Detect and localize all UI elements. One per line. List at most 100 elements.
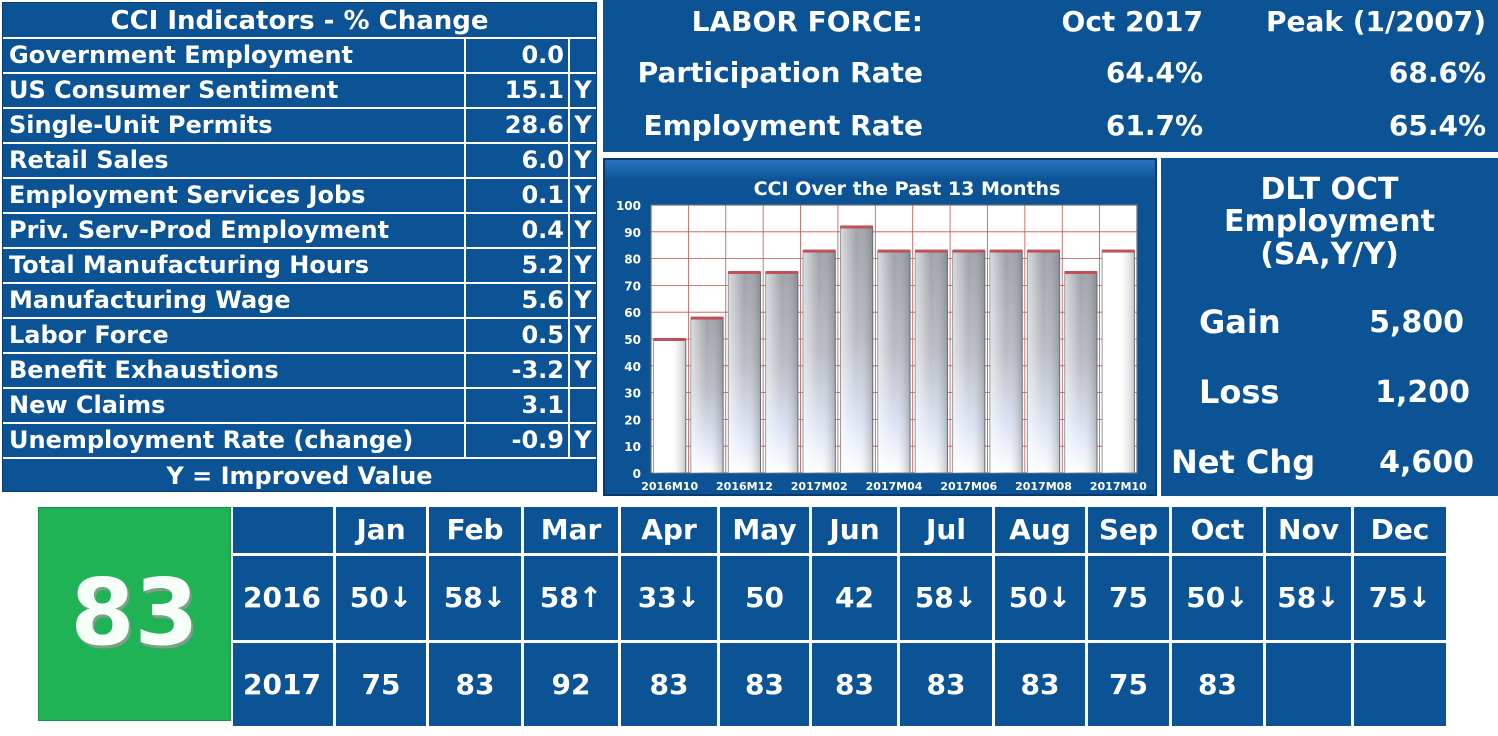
labor-force-label: Participation Rate — [637, 56, 923, 89]
labor-force-panel: LABOR FORCE: Oct 2017 Peak (1/2007) Part… — [603, 0, 1498, 152]
month-value: 75↓ — [1354, 556, 1446, 640]
month-value: 33↓ — [621, 556, 717, 640]
month-header: Jan — [336, 507, 426, 553]
indicator-improved-flag: Y — [574, 181, 592, 209]
month-header: May — [720, 507, 809, 553]
dlt-gain-label: Gain — [1199, 303, 1281, 341]
indicator-improved-flag: Y — [574, 356, 592, 384]
indicator-label: Labor Force — [3, 319, 466, 352]
indicator-row: US Consumer Sentiment 15.1 Y — [3, 74, 596, 109]
month-header: Jul — [900, 507, 992, 553]
indicator-improved-flag — [570, 389, 596, 422]
labor-force-label: Employment Rate — [643, 109, 924, 142]
cci-indicators-table: CCI Indicators - % Change Government Emp… — [2, 2, 597, 492]
month-value: 83 — [900, 643, 992, 726]
cci-bar-shade — [765, 272, 798, 473]
month-value — [1266, 643, 1351, 726]
x-tick-label: 2017M10 — [1090, 480, 1147, 493]
month-value — [1354, 643, 1446, 726]
month-value: 58↑ — [524, 556, 618, 640]
indicator-row: Government Employment 0.0 — [3, 39, 596, 74]
indicator-row: Manufacturing Wage 5.6 Y — [3, 284, 596, 319]
cci-bar-shade — [728, 272, 761, 473]
indicator-improved-flag: Y — [574, 286, 592, 314]
month-header: Nov — [1266, 507, 1351, 553]
cci-bar-shade — [1064, 272, 1097, 473]
month-value: 75 — [1088, 643, 1169, 726]
month-value: 83 — [812, 643, 897, 726]
cci-bar-cap — [840, 225, 873, 229]
indicator-row: Benefit Exhaustions -3.2 Y — [3, 354, 596, 389]
cci-score-box: 83 — [38, 507, 231, 721]
cci-bar-cap — [765, 271, 798, 274]
labor-force-col-peak: Peak (1/2007) — [1265, 5, 1486, 38]
indicator-value: 28.6 — [466, 109, 570, 142]
month-value: 58↓ — [900, 556, 992, 640]
y-tick-label: 40 — [624, 360, 641, 374]
month-value: 50↓ — [995, 556, 1085, 640]
month-value: 83 — [429, 643, 521, 726]
y-tick-label: 60 — [624, 306, 641, 320]
labor-force-current: 61.7% — [1105, 109, 1203, 142]
dlt-net-value: 4,600 — [1379, 445, 1474, 480]
indicator-improved-flag: Y — [574, 426, 592, 454]
indicator-value: 6.0 — [466, 144, 570, 177]
cci-bar-cap — [691, 316, 724, 320]
y-tick-label: 50 — [624, 333, 641, 347]
month-value: 42 — [812, 556, 897, 640]
month-header: Dec — [1354, 507, 1446, 553]
dlt-loss-value: 1,200 — [1375, 375, 1470, 410]
labor-force-peak: 65.4% — [1388, 109, 1486, 142]
month-header: Oct — [1172, 507, 1263, 553]
chart-x-ticks: 2016M10 2016M12 2017M02 2017M04 2017M06 2017M… — [641, 480, 1147, 493]
indicator-improved-flag: Y — [574, 251, 592, 279]
indicator-value: 0.0 — [466, 39, 570, 72]
month-value: 58↓ — [1266, 556, 1351, 640]
y-tick-label: 70 — [624, 279, 641, 293]
chart-bars — [653, 225, 1135, 474]
y-tick-label: 20 — [624, 413, 641, 427]
indicator-label: Unemployment Rate (change) — [3, 424, 466, 457]
cci-bar-shade — [915, 250, 948, 473]
cci-bar-cap — [877, 249, 911, 253]
indicators-title: CCI Indicators - % Change — [3, 3, 596, 39]
cci-chart-panel: CCI Over the Past 13 Months 0 10 20 30 40 50 6… — [603, 158, 1157, 496]
indicator-improved-flag — [570, 39, 596, 72]
dlt-gain-value: 5,800 — [1369, 305, 1464, 340]
labor-force-current: 64.4% — [1105, 56, 1203, 89]
grid-corner — [233, 507, 333, 553]
x-tick-label: 2016M12 — [716, 480, 773, 493]
cci-bar-cap — [728, 271, 761, 274]
indicator-label: Employment Services Jobs — [3, 179, 466, 212]
month-header: Jun — [812, 507, 897, 553]
cci-bar-shade — [877, 250, 911, 473]
indicators-footer: Y = Improved Value — [166, 462, 433, 490]
chart-y-ticks: 0 10 20 30 40 50 60 70 80 90 100 — [616, 199, 641, 481]
cci-bar-shade — [840, 226, 873, 473]
labor-force-row: Employment Rate 61.7% 65.4% — [603, 104, 1498, 148]
chart-title: CCI Over the Past 13 Months — [754, 178, 1061, 200]
cci-bar-cap — [1064, 271, 1097, 274]
indicator-value: 5.2 — [466, 249, 570, 282]
indicator-value: 15.1 — [466, 74, 570, 107]
cci-bar-shade — [1027, 250, 1060, 473]
month-header: Mar — [524, 507, 618, 553]
month-value: 83 — [1172, 643, 1263, 726]
indicator-improved-flag: Y — [574, 216, 592, 244]
y-tick-label: 80 — [624, 253, 641, 267]
dlt-net-label: Net Chg — [1171, 443, 1316, 481]
cci-bar-shade — [1102, 250, 1135, 473]
dlt-title-line: (SA,Y/Y) — [1260, 237, 1399, 272]
indicator-improved-flag: Y — [574, 321, 592, 349]
x-tick-label: 2017M02 — [791, 480, 848, 493]
x-tick-label: 2017M06 — [940, 480, 997, 493]
month-value: 50↓ — [1172, 556, 1263, 640]
year-label: 2016 — [233, 556, 333, 640]
month-value: 92 — [524, 643, 618, 726]
month-value: 75 — [336, 643, 426, 726]
year-label: 2017 — [233, 643, 333, 726]
indicator-row: Total Manufacturing Hours 5.2 Y — [3, 249, 596, 284]
indicator-row: Priv. Serv-Prod Employment 0.4 Y — [3, 214, 596, 249]
y-tick-label: 90 — [624, 226, 641, 240]
month-header: Aug — [995, 507, 1085, 553]
